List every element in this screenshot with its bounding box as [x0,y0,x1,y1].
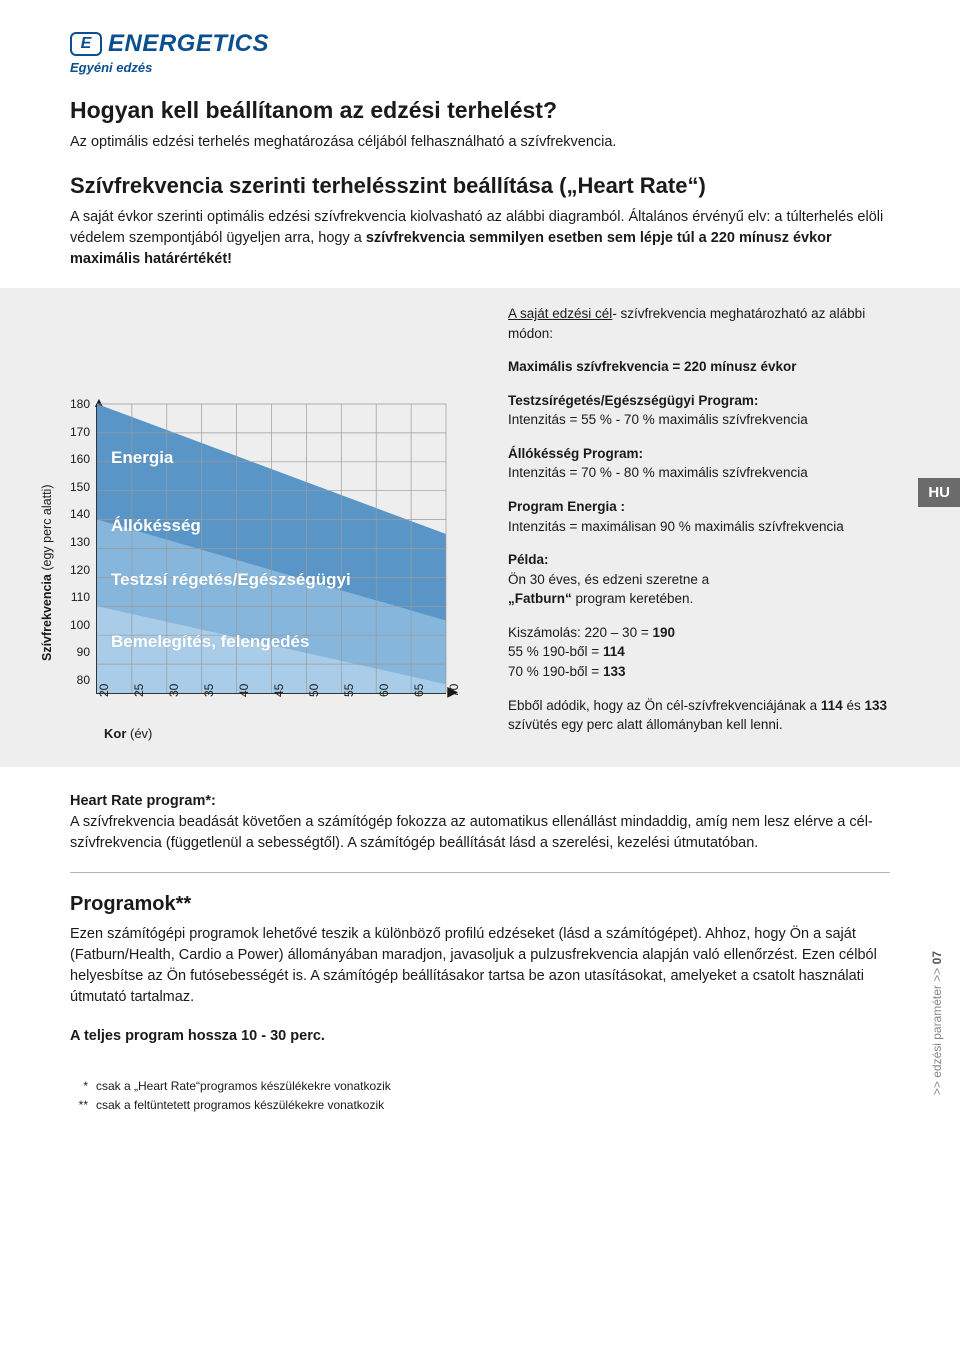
conclusion: Ebből adódik, hogy az Ön cél-szívfrekven… [508,696,890,735]
program-1: Testzsírégetés/Egészségügyi Program: Int… [508,391,890,430]
footnote-2: ** csak a feltüntetett programos készülé… [70,1096,890,1115]
hr-prog-title: Heart Rate program*: [70,793,216,809]
concl-v1: 114 [821,698,843,713]
margin-num: 07 [930,951,944,964]
hr-program: Heart Rate program*: A szívfrekvencia be… [70,791,890,854]
divider [70,872,890,873]
xlabel-bold: Kor [104,726,126,741]
ylabel-bold: Szívfrekvencia [40,574,54,661]
footnote-1: * csak a „Heart Rate“programos készüléke… [70,1077,890,1096]
y-ticks: 180 170 160 150 140 130 120 110 100 90 80 [70,397,96,687]
prog1-title: Testzsírégetés/Egészségügyi Program: [508,393,758,408]
concl-a: Ebből adódik, hogy az Ön cél-szívfrekven… [508,698,821,713]
prog2-body: Intenzitás = 70 % - 80 % maximális szívf… [508,465,808,480]
prog3-body: Intenzitás = maximálisan 90 % maximális … [508,519,844,534]
y-tick: 110 [70,590,90,604]
zone-label: Energia [111,448,173,468]
calc-l3: 70 % 190-ből = [508,664,603,679]
chart-band: HU Szívfrekvencia (egy perc alatti) 1801… [0,288,960,767]
chart-frame: Szívfrekvencia (egy perc alatti) 1801701… [70,404,480,741]
calc-v3: 133 [603,664,626,679]
x-tick: 70 [447,684,461,697]
zone-label: Állókésség [111,516,201,536]
y-tick: 80 [70,673,90,687]
side-column: A saját edzési cél- szívfrekvencia megha… [508,304,890,749]
logo-block: E ENERGETICS Egyéni edzés [70,30,890,75]
margin-arrows2: >> [930,968,944,982]
logo-tagline: Egyéni edzés [70,60,890,75]
zone-label: Bemelegítés, felengedés [111,632,309,652]
logo-brand: ENERGETICS [108,30,269,58]
prog3-title: Program Energia : [508,499,625,514]
x-tick: 30 [167,684,181,697]
duration-line: A teljes program hossza 10 - 30 perc. [70,1026,890,1047]
calc-l2: 55 % 190-ből = [508,644,603,659]
y-tick: 100 [70,618,90,632]
heartrate-para: A saját évkor szerinti optimális edzési … [70,207,890,270]
y-tick: 90 [70,645,90,659]
xlabel-rest: (év) [126,726,152,741]
lower-section: Heart Rate program*: A szívfrekvencia be… [70,791,890,1116]
x-axis-label: Kor (év) [104,726,480,741]
concl-b: szívütés egy perc alatt állományban kell… [508,717,783,732]
side-intro: A saját edzési cél- szívfrekvencia megha… [508,304,890,343]
ex-l1b: „Fatburn“ [508,591,572,606]
heading-main: Hogyan kell beállítanom az edzési terhel… [70,97,890,124]
chart-column: Szívfrekvencia (egy perc alatti) 1801701… [70,304,480,749]
x-tick: 50 [307,684,321,697]
y-tick: 130 [70,535,90,549]
y-tick: 170 [70,425,90,439]
prog2-title: Állókésség Program: [508,446,643,461]
calc-l1: Kiszámolás: 220 – 30 = [508,625,652,640]
x-ticks: 2025303540455055606570 [104,694,454,718]
x-tick: 60 [377,684,391,697]
heading-heartrate: Szívfrekvencia szerinti terhelésszint be… [70,173,890,199]
zone-label: Testzsí régetés/Egészségügyi [111,570,351,590]
fn1-mark: * [70,1077,88,1096]
y-tick: 140 [70,507,90,521]
concl-mid: és [843,698,865,713]
y-tick: 120 [70,563,90,577]
concl-v2: 133 [864,698,887,713]
margin-text: edzési paraméter [930,985,944,1078]
margin-arrows1: >> [930,1081,944,1095]
x-tick: 35 [202,684,216,697]
plot-area: ▲ ▶ EnergiaÁllókésségTestzsí régetés/Egé… [96,404,446,694]
y-axis-label: Szívfrekvencia (egy perc alatti) [40,404,54,741]
side-intro-u: A saját edzési cél [508,306,612,321]
x-tick: 20 [97,684,111,697]
programs-para: Ezen számítógépi programok lehetővé tesz… [70,924,890,1008]
y-tick: 180 [70,397,90,411]
x-tick: 40 [237,684,251,697]
program-3: Program Energia : Intenzitás = maximális… [508,497,890,536]
example-title: Példa: [508,552,549,567]
x-tick: 55 [342,684,356,697]
fn1-text: csak a „Heart Rate“programos készülékekr… [96,1077,391,1096]
fn2-mark: ** [70,1096,88,1115]
calc-v2: 114 [603,644,625,659]
example-block: Példa: Ön 30 éves, és edzeni szeretne a … [508,550,890,609]
max-hr-line: Maximális szívfrekvencia = 220 mínusz év… [508,357,890,377]
program-2: Állókésség Program: Intenzitás = 70 % - … [508,444,890,483]
x-tick: 25 [132,684,146,697]
ex-l1c: program keretében. [572,591,694,606]
footnotes: * csak a „Heart Rate“programos készüléke… [70,1077,890,1115]
y-tick: 150 [70,480,90,494]
prog1-body: Intenzitás = 55 % - 70 % maximális szívf… [508,412,808,427]
x-tick: 65 [412,684,426,697]
ylabel-rest: (egy perc alatti) [40,484,54,574]
calc-v1: 190 [652,625,675,640]
language-tab: HU [918,478,960,507]
x-tick: 45 [272,684,286,697]
y-tick: 160 [70,452,90,466]
ex-l1a: Ön 30 éves, és edzeni szeretne a [508,572,709,587]
intro-para: Az optimális edzési terhelés meghatározá… [70,132,890,153]
fn2-text: csak a feltüntetett programos készülékek… [96,1096,384,1115]
calc-block: Kiszámolás: 220 – 30 = 190 55 % 190-ből … [508,623,890,682]
margin-label: >> edzési paraméter >> 07 [930,951,944,1095]
heading-programs: Programok** [70,893,890,916]
hr-prog-body: A szívfrekvencia beadását követően a szá… [70,814,873,851]
logo-icon: E [70,32,102,56]
